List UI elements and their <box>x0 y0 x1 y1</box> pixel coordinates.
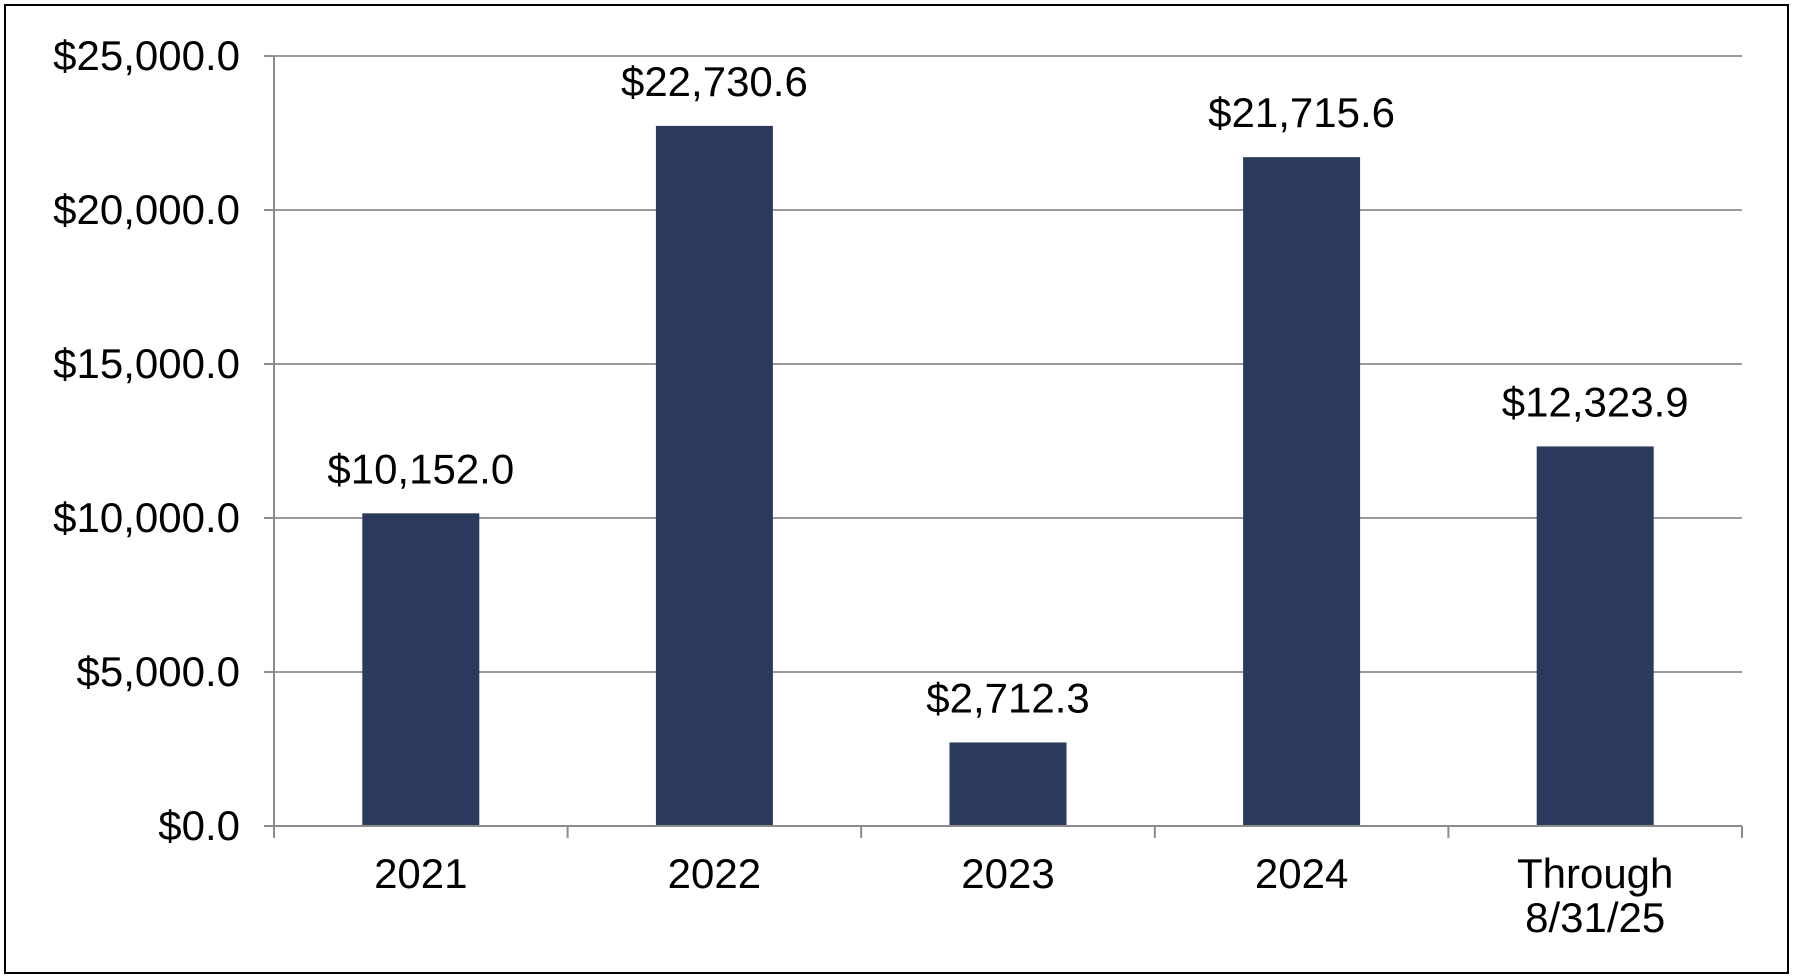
data-labels: $10,152.0 $22,730.6 $2,712.3 $21,715.6 $12,3… <box>327 58 1688 722</box>
bars <box>362 125 1654 826</box>
y-tick-label: $25,000.0 <box>53 32 240 79</box>
bar <box>1243 157 1361 826</box>
x-axis-tick-labels: 2021 2022 2023 2024 Through 8/31/25 <box>374 850 1673 941</box>
bar <box>949 742 1067 826</box>
x-tick-label: 2022 <box>668 850 761 897</box>
bar-chart: $0.0 $5,000.0 $10,000.0 $15,000.0 $20,000.0 $… <box>53 32 1743 941</box>
x-tick-label: 2024 <box>1255 850 1348 897</box>
bar <box>655 125 773 826</box>
chart-frame: $0.0 $5,000.0 $10,000.0 $15,000.0 $20,000.0 $… <box>4 4 1789 974</box>
y-axis-tick-labels: $0.0 $5,000.0 $10,000.0 $15,000.0 $20,000.0 $… <box>53 32 240 849</box>
x-tick-label: 2023 <box>961 850 1054 897</box>
bar <box>1536 446 1654 826</box>
x-tick-label-line: 2022 <box>668 850 761 897</box>
x-tick-label-line: 2023 <box>961 850 1054 897</box>
y-tick-label: $0.0 <box>158 802 240 849</box>
y-tick-label: $10,000.0 <box>53 494 240 541</box>
y-tick-label: $15,000.0 <box>53 340 240 387</box>
x-tick-label-line: Through <box>1517 850 1673 897</box>
data-label: $2,712.3 <box>926 674 1090 721</box>
x-tick-label-line: 8/31/25 <box>1525 894 1665 941</box>
data-label: $12,323.9 <box>1502 378 1689 425</box>
gridlines <box>264 55 1742 827</box>
data-label: $22,730.6 <box>621 58 808 105</box>
axes <box>273 56 1743 838</box>
x-tick-label: 2021 <box>374 850 467 897</box>
x-tick-label-line: 2021 <box>374 850 467 897</box>
x-tick-label: Through 8/31/25 <box>1517 850 1673 941</box>
y-tick-label: $5,000.0 <box>77 648 241 695</box>
x-tick-label-line: 2024 <box>1255 850 1348 897</box>
data-label: $21,715.6 <box>1208 89 1395 136</box>
y-tick-label: $20,000.0 <box>53 186 240 233</box>
bar <box>362 513 480 826</box>
data-label: $10,152.0 <box>327 445 514 492</box>
